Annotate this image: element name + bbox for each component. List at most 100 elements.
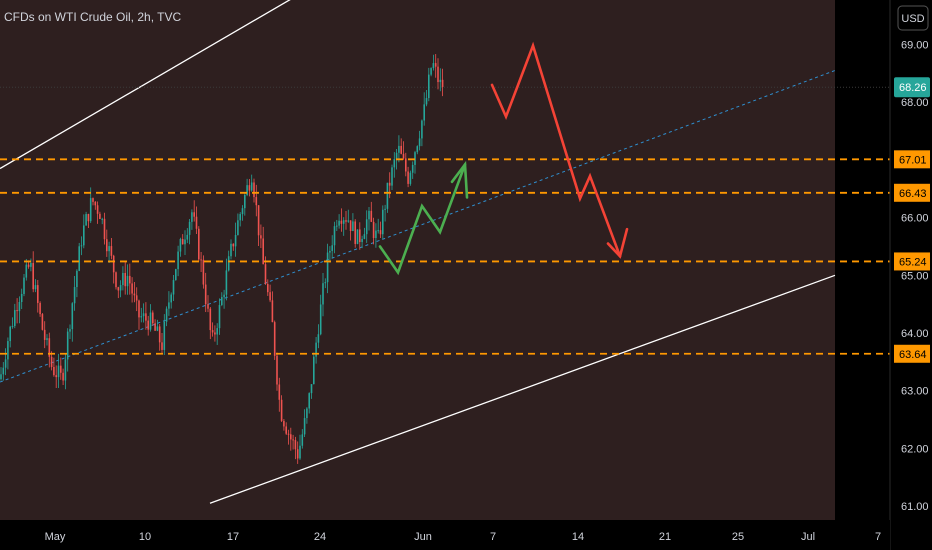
candle-body (441, 79, 444, 87)
candle-body (361, 238, 363, 243)
candle-body (432, 63, 435, 69)
candle-body (365, 219, 368, 235)
candle-body (80, 245, 83, 247)
candle-body (246, 185, 248, 195)
candle-body (218, 305, 221, 329)
candle-body (53, 366, 55, 376)
level-price-label: 65.24 (899, 256, 927, 268)
candle-body (425, 98, 428, 105)
candle-body (64, 359, 67, 381)
candle-body (156, 326, 159, 331)
channel-upper-line[interactable] (0, 0, 540, 170)
projection-down-path[interactable] (490, 41, 622, 258)
candle-body (372, 221, 375, 238)
candle-body (393, 159, 396, 168)
level-price-tag[interactable] (894, 252, 930, 271)
candle-body (225, 270, 228, 295)
candle-body (271, 300, 274, 323)
candle-body (57, 365, 60, 378)
projection-down-arrowhead[interactable] (606, 227, 629, 259)
candle-body (23, 277, 25, 294)
candle-body (142, 313, 145, 317)
candle-body (184, 239, 186, 245)
channel-lower-line[interactable] (209, 274, 836, 504)
candle-body (356, 229, 359, 244)
candle-body (195, 216, 198, 229)
x-tick-label: 10 (139, 531, 151, 543)
candle-body (96, 205, 99, 214)
candle-body (388, 182, 391, 186)
candle-body (112, 255, 115, 273)
candle-body (126, 275, 129, 287)
candle-body (237, 220, 239, 236)
candle-body (106, 239, 108, 252)
candle-body (299, 445, 301, 459)
currency-box[interactable] (897, 5, 929, 31)
candle-body (315, 342, 317, 357)
candle-body (278, 384, 281, 400)
candle-body (147, 320, 149, 330)
candle-body (375, 230, 377, 238)
candle-body (168, 302, 170, 309)
x-tick-label: 17 (227, 531, 239, 543)
candle-body (14, 310, 16, 326)
x-tick-label: 24 (314, 531, 326, 543)
candle-body (248, 185, 251, 191)
candle-body (264, 264, 267, 285)
candle-body (285, 426, 287, 434)
projection-up-path[interactable] (378, 163, 467, 276)
candle-body (55, 375, 57, 378)
candle-body (409, 172, 412, 184)
channel-middle-line[interactable] (0, 69, 836, 383)
candle-body (338, 220, 340, 226)
current-price-tag[interactable] (894, 77, 930, 98)
candle-body (287, 433, 290, 435)
candle-body (115, 272, 117, 288)
candle-body (434, 63, 437, 67)
candle-body (416, 146, 419, 153)
candle-body (117, 287, 120, 291)
candle-body (69, 329, 71, 332)
candle-body (170, 294, 172, 303)
candle-body (267, 284, 269, 293)
candle-body (439, 79, 442, 83)
candle-body (239, 214, 241, 221)
candle-body (16, 310, 18, 312)
candle-body (60, 365, 62, 373)
candle-body (37, 285, 39, 303)
time-axis[interactable] (0, 520, 890, 550)
candle-body (119, 285, 122, 291)
x-tick-label: 7 (490, 531, 496, 543)
candle-body (386, 182, 389, 209)
level-price-tag[interactable] (894, 344, 930, 363)
level-price-tag[interactable] (894, 150, 930, 169)
candle-body (241, 208, 244, 215)
y-tick-label: 69.00 (901, 40, 929, 52)
candle-body (333, 226, 336, 246)
candle-body (379, 230, 382, 235)
candle-body (11, 325, 14, 327)
candle-body (191, 212, 193, 222)
candle-body (129, 275, 131, 284)
candle-body (336, 225, 338, 227)
candle-body (207, 304, 209, 309)
candle-body (43, 329, 46, 340)
candle-body (175, 269, 177, 281)
candle-body (347, 220, 350, 222)
candle-body (135, 295, 138, 301)
candle-body (370, 210, 373, 222)
candle-body (122, 272, 124, 286)
candle-body (428, 74, 430, 99)
candle-body (354, 221, 356, 244)
candle-body (73, 287, 76, 304)
projection-up-arrowhead[interactable] (450, 160, 469, 199)
candle-body (296, 449, 299, 459)
candle-body (349, 220, 352, 231)
candle-body (391, 167, 393, 186)
candle-body (313, 356, 315, 385)
candle-body (20, 293, 23, 302)
candle-body (179, 239, 182, 252)
candle-body (0, 374, 2, 380)
level-price-tag[interactable] (894, 183, 930, 202)
